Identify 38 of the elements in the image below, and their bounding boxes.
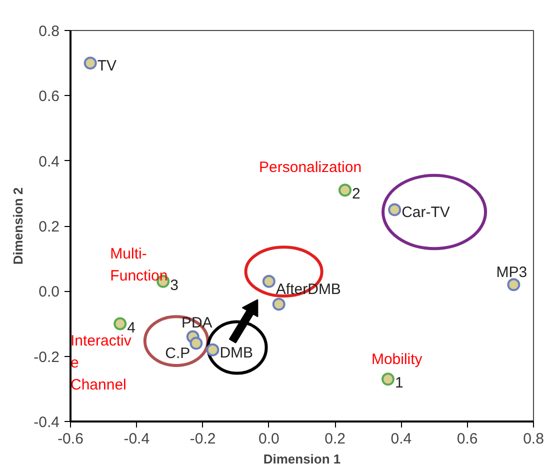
point (272, 298, 286, 311)
y-tick-label: 0.0 (38, 284, 60, 301)
point (381, 372, 394, 386)
y-tick-label: 0.2 (38, 218, 60, 236)
annotation: Mobility (371, 351, 423, 368)
y-tick-label: -0.4 (34, 414, 60, 431)
point (190, 336, 203, 350)
series-label: 2 (352, 186, 360, 203)
series-label: TV (97, 58, 117, 75)
series-label: 3 (170, 276, 178, 294)
series-label: DMB (220, 344, 254, 362)
y-tick-label: 0.6 (38, 88, 60, 106)
y-tick-label: -0.2 (34, 348, 60, 366)
point (262, 274, 276, 288)
point (114, 317, 127, 330)
point (338, 184, 352, 197)
x-tick-label: 0.4 (390, 430, 412, 448)
x-axis-title: Dimension 1 (263, 452, 341, 466)
series-label: Car-TV (402, 204, 450, 222)
x-tick-label: 0.0 (258, 430, 280, 448)
y-tick-label: 0.4 (38, 153, 60, 170)
point (507, 278, 520, 292)
point (84, 56, 97, 70)
series-label: MP3 (496, 264, 528, 282)
x-tick-label: 0.8 (523, 430, 544, 448)
series-label: 1 (394, 374, 404, 392)
annotation: Multi- Function (110, 246, 168, 285)
annotation: Personalization (259, 158, 362, 176)
series-label: C.P (165, 344, 190, 362)
x-tick-label: -0.2 (190, 430, 216, 448)
y-tick-label: 0.8 (38, 23, 60, 40)
x-tick-label: -0.4 (124, 430, 150, 448)
point (388, 203, 402, 216)
x-tick-label: 0.2 (324, 430, 346, 448)
x-tick-label: -0.6 (58, 430, 84, 448)
point (206, 343, 220, 356)
x-tick-label: 0.6 (456, 430, 478, 448)
y-axis-title: Dimension 2 (10, 187, 26, 265)
